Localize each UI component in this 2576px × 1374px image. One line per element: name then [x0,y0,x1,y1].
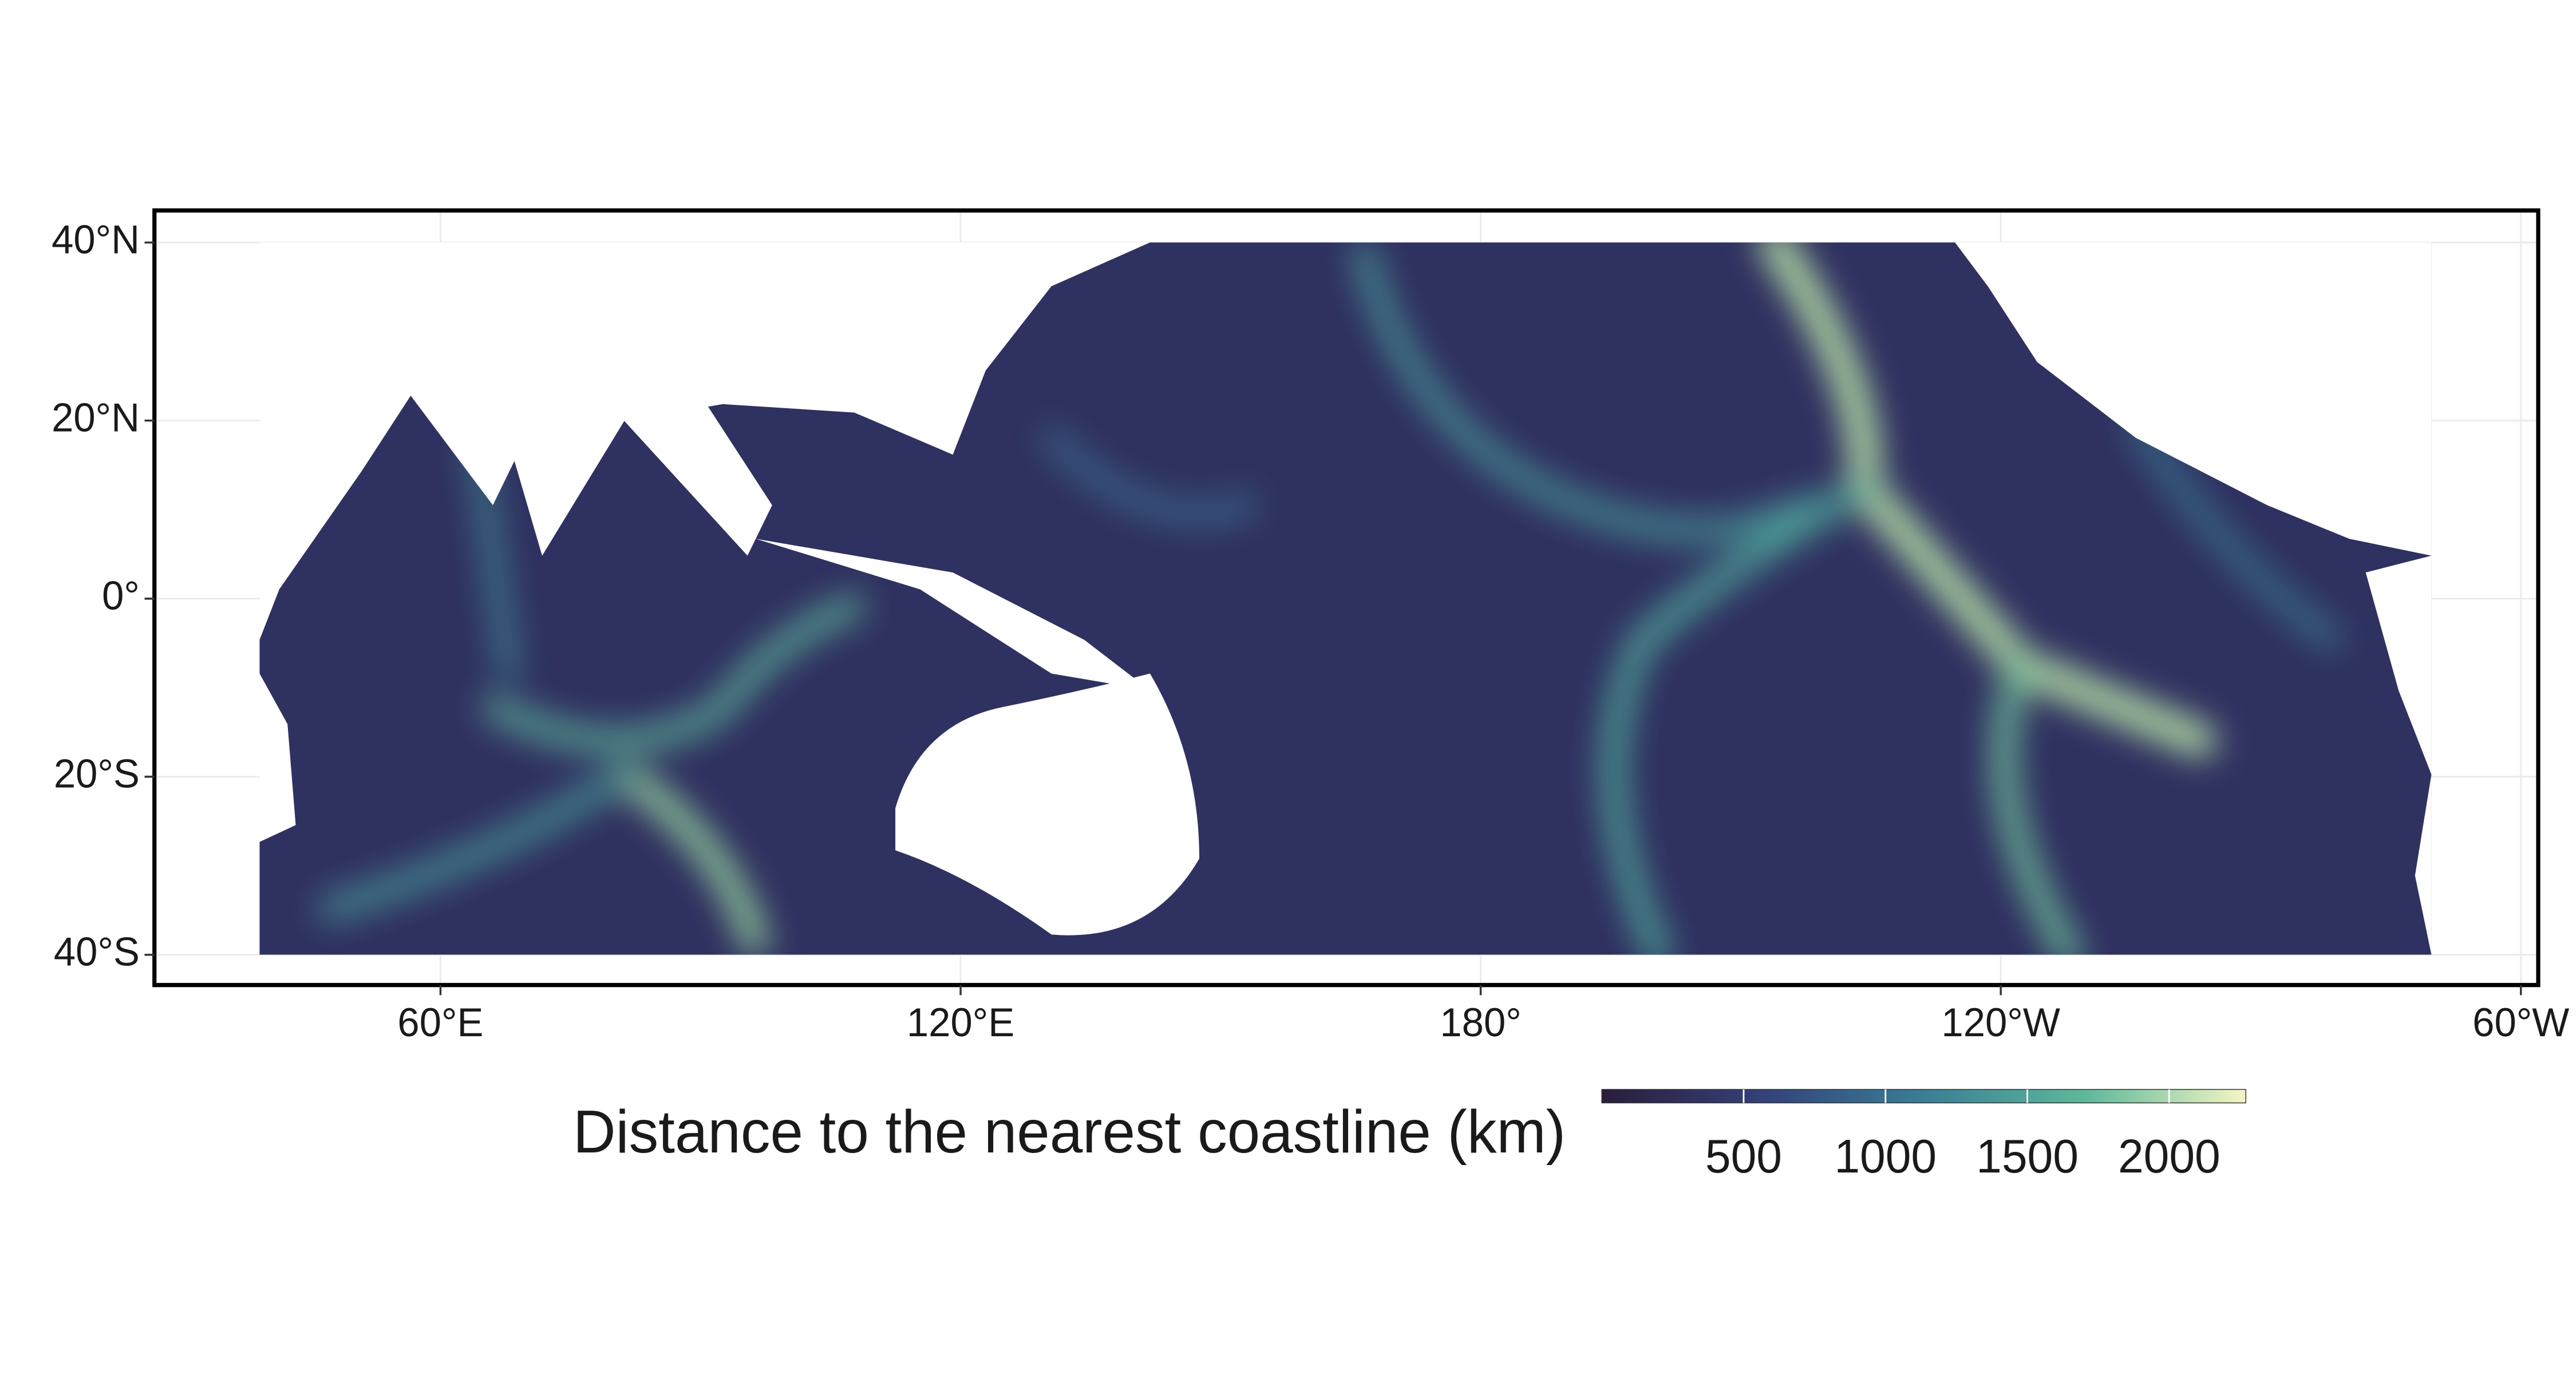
x-tick-label: 60°E [397,1000,483,1045]
distance-raster [259,242,2432,955]
y-tick-label: 40°S [54,929,140,974]
x-tick-label: 120°E [907,1000,1014,1045]
y-tick-label: 0° [102,573,140,618]
colorbar [1601,1089,2246,1104]
colorbar-tick-label: 500 [1705,1130,1782,1183]
colorbar-tick-label: 1500 [1976,1130,2079,1183]
x-tick-label: 120°W [1941,1000,2060,1045]
y-tick-label: 20°S [54,751,140,796]
y-tick-label: 20°N [52,395,140,440]
x-tick-label: 60°W [2472,1000,2569,1045]
colorbar-tick-label: 2000 [2118,1130,2221,1183]
colorbar-tick-label: 1000 [1834,1130,1937,1183]
x-tick-label: 180° [1440,1000,1521,1045]
colorbar-title: Distance to the nearest coastline (km) [573,1098,1566,1166]
y-tick-label: 40°N [52,217,140,262]
